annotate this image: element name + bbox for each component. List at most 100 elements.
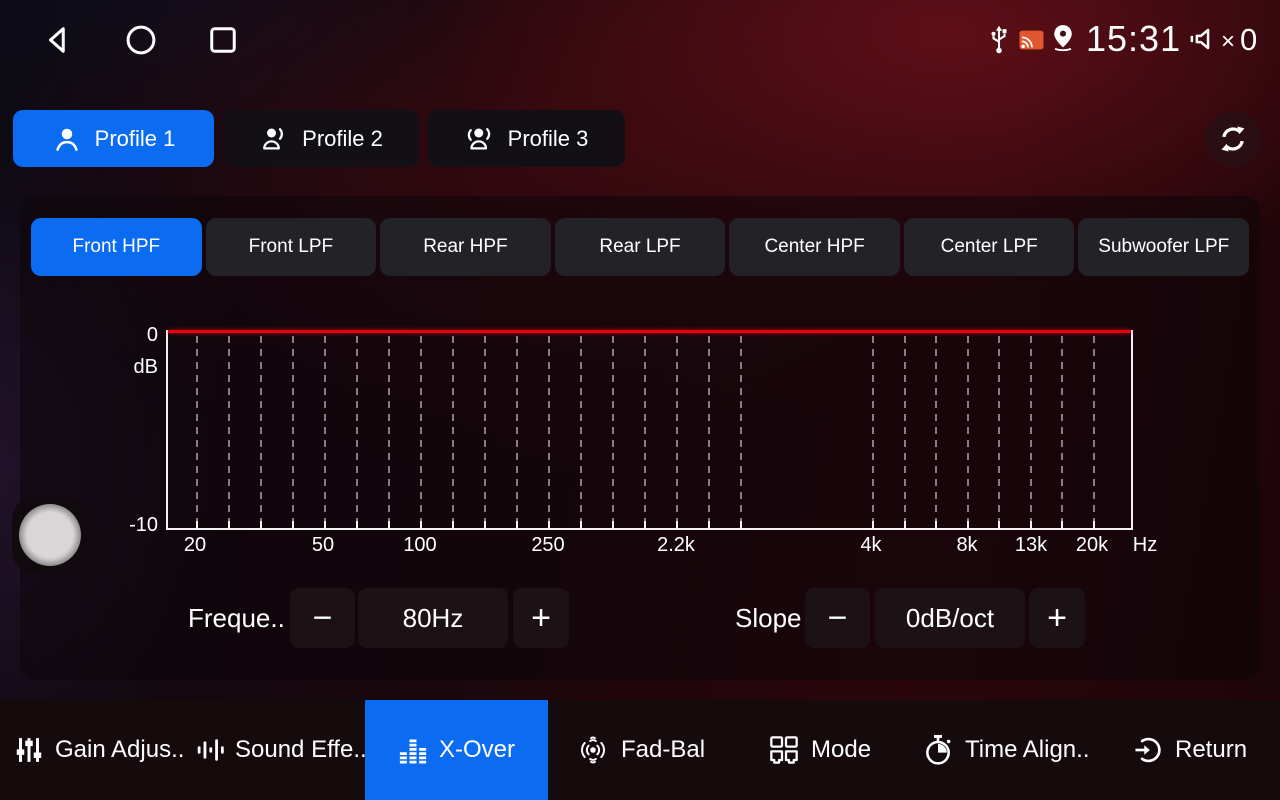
knob-circle-icon [19,504,81,566]
tab-rear-hpf[interactable]: Rear HPF [380,218,551,276]
chart-gridline [708,336,710,526]
filter-tab-label: Rear LPF [599,236,681,257]
chart-gridline [966,336,969,526]
chart-axis-tickmark [903,521,906,528]
filter-tab-label: Front LPF [248,236,334,257]
volume-mute-symbol: × [1221,28,1236,55]
x-axis-tick-label: 8k [956,534,978,556]
cast-icon [1019,30,1044,50]
chart-gridline [420,336,422,526]
chart-axis-tickmark [644,521,646,528]
nav-time-align[interactable]: Time Align.. [922,700,1090,800]
chart-gridline [356,336,358,526]
chart-gridline [676,336,678,526]
tab-front-hpf[interactable]: Front HPF [31,218,202,276]
chart-gridline [903,336,906,526]
nav-x-over[interactable]: X-Over [365,700,548,800]
x-axis-tick-label: 4k [860,534,882,556]
nav-return[interactable]: Return [1132,700,1247,800]
chart-gridline [740,336,742,526]
chart-axis-tickmark [228,521,230,528]
chart-gridline [580,336,582,526]
chart-gridline [260,336,262,526]
status-bar: 15:31 × 0 [0,0,1280,80]
frequency-value: 80Hz [358,588,508,648]
chart-gridline [612,336,614,526]
profile-tabs: Profile 1 Profile 2 Profile 3 [13,110,625,167]
chart-axis-tickmark [1092,521,1095,528]
minus-icon: − [312,598,333,637]
chart-gridline [228,336,230,526]
recents-button[interactable] [203,20,243,60]
mixer-sliders-icon [16,738,42,762]
tab-subwoofer-lpf[interactable]: Subwoofer LPF [1078,218,1250,276]
chart-response-line [168,330,1131,333]
slope-label: Slope [735,602,802,633]
filter-tab-label: Rear HPF [423,236,508,257]
stopwatch-icon [926,734,951,765]
chart-x-labels: Hz 20 50 100 250 2.2k 4k 8k 13k 20k [166,534,1226,560]
frequency-minus-button[interactable]: − [290,588,355,648]
chart-gridline [1061,336,1063,526]
refresh-button[interactable] [1205,111,1261,167]
slope-minus-button[interactable]: − [805,588,870,648]
chart-axis-tickmark [356,521,358,528]
chart-gridline [1092,336,1095,526]
y-axis-label-0db: 0 [146,324,158,346]
nav-gain-adjust[interactable]: Gain Adjus.. [14,700,184,800]
back-button[interactable] [38,20,78,60]
nav-label: X-Over [438,736,515,763]
assistive-knob-button[interactable] [12,497,88,573]
nav-sound-effect[interactable]: Sound Effe.. [196,700,367,800]
person-2-icon [263,127,284,149]
chart-axis-tickmark [740,521,742,528]
xover-panel: Front HPF Front LPF Rear HPF Rear LPF Ce… [20,196,1260,680]
profile-tab-label: Profile 3 [507,125,589,151]
clock: 15:31 [1086,18,1182,59]
tab-front-lpf[interactable]: Front LPF [205,218,377,276]
tab-rear-lpf[interactable]: Rear LPF [554,218,726,276]
slope-plus-button[interactable]: + [1029,588,1085,648]
frequency-plus-button[interactable]: + [513,588,569,648]
nav-label: Mode [811,736,872,763]
chart-axis-tickmark [260,521,262,528]
nav-mode[interactable]: Mode [768,700,871,800]
home-button[interactable] [121,20,161,60]
x-axis-tick-label: 250 [531,534,565,556]
chart-gridline [935,336,937,526]
chart-gridline [292,336,294,526]
location-icon [1054,25,1072,52]
filter-tab-label: Front HPF [72,236,161,257]
plus-icon: + [531,598,551,637]
equalizer-icon [399,739,427,764]
nav-label: Time Align.. [965,736,1090,763]
frequency-label: Freque.. [188,602,285,633]
chart-axis-tickmark [998,521,1000,528]
chart-gridline [548,336,550,526]
back-icon [49,27,65,53]
x-axis-tick-label: 100 [403,534,437,556]
tab-center-hpf[interactable]: Center HPF [729,218,900,276]
chart-axis-tickmark [872,521,874,528]
nav-label: Fad-Bal [621,736,706,763]
chart-gridline [324,336,326,526]
profile-2-tab[interactable]: Profile 2 [223,110,419,167]
chart-gridline [452,336,454,526]
chart-axis-tickmark [966,521,969,528]
y-axis-unit-label: dB [133,356,158,378]
x-axis-tick-label: 20 [183,534,207,556]
chart-axis-tickmark [935,521,937,528]
tab-center-lpf[interactable]: Center LPF [903,218,1075,276]
volume-muted-icon[interactable] [1190,28,1218,50]
volume-level: 0 [1240,22,1258,57]
nav-fad-bal[interactable]: Fad-Bal [576,700,705,800]
profile-3-tab[interactable]: Profile 3 [428,110,625,167]
waveform-bars-icon [197,739,224,761]
profile-1-tab[interactable]: Profile 1 [13,110,214,167]
filter-tab-label: Subwoofer LPF [1098,236,1230,257]
chart-gridline [998,336,1000,526]
chart-plot[interactable] [166,330,1133,530]
channel-filter-tabs: Front HPF Front LPF Rear HPF Rear LPF Ce… [31,218,1250,276]
chart-gridline [196,336,198,526]
chart-axis-tickmark [484,521,486,528]
